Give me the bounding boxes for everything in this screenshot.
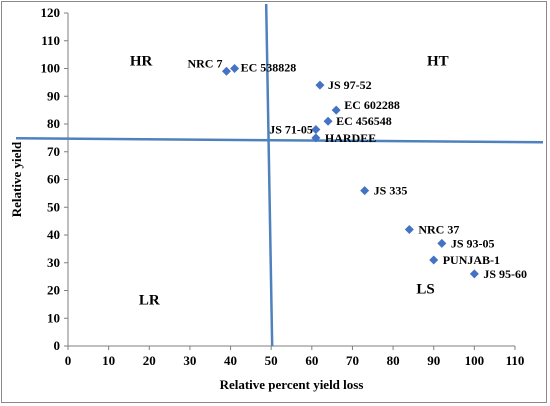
data-point-label: NRC 7 <box>187 56 222 70</box>
data-point-label: JS 95-60 <box>483 267 527 281</box>
data-point-js-335 <box>360 186 370 196</box>
data-point-js-71-05 <box>311 125 321 135</box>
data-point-label: PUNJAB-1 <box>443 253 500 267</box>
y-tick-label: 30 <box>47 255 60 270</box>
data-point-ec-538828 <box>230 64 240 73</box>
data-point-label: HARDEE <box>325 131 376 145</box>
x-tick-label: 20 <box>143 353 156 368</box>
y-tick-label: 60 <box>47 172 60 187</box>
y-tick-label: 80 <box>47 116 60 131</box>
x-tick-label: 80 <box>387 353 400 368</box>
x-tick-label: 10 <box>102 353 115 368</box>
x-tick-label: 70 <box>346 353 359 368</box>
y-tick-label: 20 <box>47 283 60 298</box>
data-point-js-95-60 <box>469 269 479 279</box>
quadrant-label-ht: HT <box>427 54 449 70</box>
quadrant-label-lr: LR <box>139 292 160 308</box>
data-point-ec-602288 <box>331 105 341 115</box>
horizontal-divider-line <box>15 137 544 144</box>
y-tick-label: 50 <box>47 199 60 214</box>
x-tick-label: 50 <box>265 353 278 368</box>
y-tick-label: 40 <box>47 227 60 242</box>
data-point-js-97-52 <box>315 80 325 90</box>
x-tick-label: 60 <box>305 353 318 368</box>
y-tick-label: 70 <box>47 144 60 159</box>
data-point-label: EC 456548 <box>336 114 392 128</box>
y-tick-label: 120 <box>41 5 61 20</box>
data-point-js-93-05 <box>437 238 447 248</box>
data-point-hardee <box>311 133 321 143</box>
x-tick-label: 100 <box>465 353 485 368</box>
x-tick-label: 110 <box>506 353 525 368</box>
quadrant-label-ls: LS <box>416 281 434 297</box>
data-point-label: JS 71-05 <box>269 123 313 137</box>
x-tick-label: 40 <box>224 353 237 368</box>
y-axis-title: Relative yield <box>9 141 24 217</box>
y-tick-label: 0 <box>54 338 61 353</box>
quadrant-label-hr: HR <box>130 54 153 70</box>
data-point-nrc-37 <box>404 224 414 234</box>
data-point-label: JS 335 <box>374 184 408 198</box>
data-point-label: JS 97-52 <box>328 78 372 92</box>
y-tick-label: 90 <box>47 88 60 103</box>
y-tick-label: 100 <box>41 61 61 76</box>
data-point-label: JS 93-05 <box>451 236 495 250</box>
vertical-divider-line <box>264 3 274 347</box>
y-tick-label: 110 <box>41 33 60 48</box>
data-point-punjab-1 <box>429 255 439 265</box>
y-tick-label: 10 <box>47 310 60 325</box>
x-tick-label: 30 <box>183 353 196 368</box>
data-point-nrc-7 <box>221 66 231 76</box>
data-point-ec-456548 <box>323 116 333 126</box>
data-point-label: EC 602288 <box>344 98 400 112</box>
x-tick-label: 0 <box>65 353 72 368</box>
x-tick-label: 90 <box>427 353 440 368</box>
x-axis-title: Relative percent yield loss <box>220 377 364 392</box>
data-point-label: EC 538828 <box>241 61 297 75</box>
data-point-label: NRC 37 <box>418 222 459 236</box>
